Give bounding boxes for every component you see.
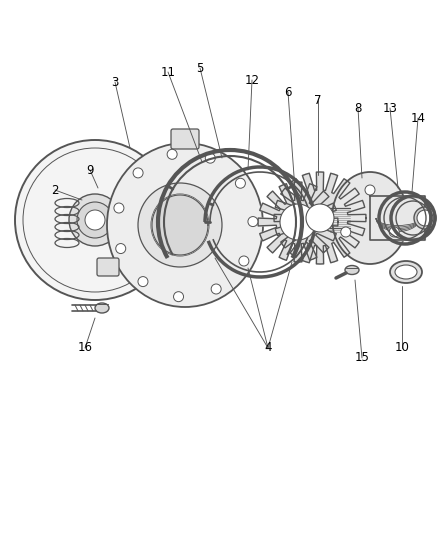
Circle shape bbox=[389, 227, 398, 237]
Text: 11: 11 bbox=[160, 66, 175, 78]
Circle shape bbox=[247, 216, 258, 227]
Circle shape bbox=[340, 227, 350, 237]
Circle shape bbox=[238, 256, 248, 266]
Text: 7: 7 bbox=[314, 93, 321, 107]
Ellipse shape bbox=[344, 265, 358, 274]
Ellipse shape bbox=[95, 303, 109, 313]
Text: 14: 14 bbox=[410, 111, 424, 125]
Circle shape bbox=[211, 284, 221, 294]
Circle shape bbox=[113, 203, 124, 213]
Text: 4: 4 bbox=[264, 342, 271, 354]
Ellipse shape bbox=[416, 210, 432, 226]
Ellipse shape bbox=[107, 143, 262, 307]
Circle shape bbox=[133, 168, 143, 178]
Text: 10: 10 bbox=[394, 342, 409, 354]
Circle shape bbox=[77, 202, 113, 238]
Ellipse shape bbox=[394, 265, 416, 279]
Ellipse shape bbox=[331, 172, 407, 264]
Circle shape bbox=[69, 194, 121, 246]
Text: 8: 8 bbox=[353, 101, 361, 115]
FancyBboxPatch shape bbox=[171, 129, 198, 149]
Circle shape bbox=[364, 185, 374, 195]
Text: 16: 16 bbox=[78, 342, 92, 354]
Polygon shape bbox=[273, 172, 365, 264]
FancyBboxPatch shape bbox=[97, 258, 119, 276]
Circle shape bbox=[279, 204, 315, 240]
Circle shape bbox=[167, 149, 177, 159]
Ellipse shape bbox=[413, 207, 435, 229]
Circle shape bbox=[205, 153, 215, 163]
Circle shape bbox=[173, 292, 183, 302]
Text: 5: 5 bbox=[196, 61, 203, 75]
Text: 6: 6 bbox=[283, 85, 291, 99]
Circle shape bbox=[116, 244, 125, 254]
Text: 13: 13 bbox=[381, 101, 396, 115]
Polygon shape bbox=[258, 182, 337, 262]
Circle shape bbox=[235, 178, 245, 188]
Text: 3: 3 bbox=[111, 76, 118, 88]
Circle shape bbox=[305, 204, 333, 232]
Circle shape bbox=[85, 210, 105, 230]
Polygon shape bbox=[152, 195, 208, 255]
Circle shape bbox=[138, 183, 222, 267]
Text: 9: 9 bbox=[86, 164, 94, 176]
Circle shape bbox=[138, 277, 148, 287]
Text: 15: 15 bbox=[354, 351, 369, 365]
Polygon shape bbox=[369, 196, 424, 240]
Ellipse shape bbox=[389, 261, 421, 283]
Circle shape bbox=[15, 140, 175, 300]
Text: 2: 2 bbox=[51, 183, 59, 197]
Text: 12: 12 bbox=[244, 74, 259, 86]
